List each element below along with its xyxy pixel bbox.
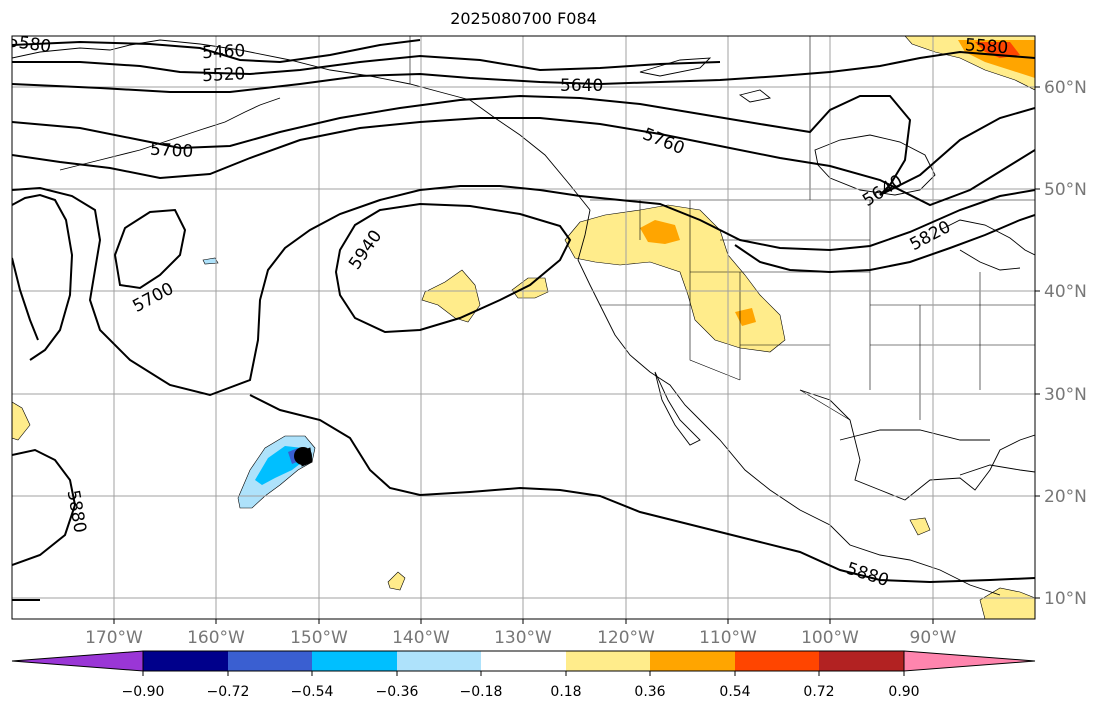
map-title: 2025080700 F084 — [450, 9, 597, 28]
colorbar-segment — [143, 651, 228, 671]
contour-label: 5880 — [844, 559, 891, 591]
colorbar-segment — [312, 651, 397, 671]
warm-anomaly-pacific — [421, 269, 481, 323]
contour-label: 5520 — [202, 64, 246, 86]
colorbar-segment — [819, 651, 904, 671]
longitude-labels: 170°W 160°W 150°W 140°W 130°W 120°W 110°… — [85, 628, 957, 648]
storm-marker — [294, 447, 312, 465]
lon-label: 140°W — [392, 628, 450, 648]
colorbar-under-triangle — [11, 650, 144, 672]
colorbar-tick-label: −0.18 — [460, 684, 503, 700]
contour-label: 5700 — [149, 140, 193, 162]
lon-label: 100°W — [801, 628, 859, 648]
warm-anomaly-western-us — [564, 204, 786, 353]
colorbar-tick-label: −0.54 — [291, 684, 334, 700]
latitude-labels: 60°N 50°N 40°N 30°N 20°N 10°N — [1044, 78, 1087, 609]
contour-label: 5460 — [202, 41, 246, 63]
colorbar-segment — [566, 651, 650, 671]
lat-label: 20°N — [1044, 487, 1087, 507]
colorbar-segment — [397, 651, 481, 671]
colorbar-tick-label: 0.18 — [550, 684, 581, 700]
colorbar: −0.90 −0.72 −0.54 −0.36 −0.18 0.18 0.36 … — [11, 650, 1036, 700]
map-canvas: 5460 5520 5580 5640 5700 5700 5760 5640 … — [7, 31, 1035, 619]
lon-label: 170°W — [85, 628, 143, 648]
colorbar-tick-label: 0.90 — [888, 684, 919, 700]
lat-label: 60°N — [1044, 78, 1087, 98]
colorbar-tick-label: −0.72 — [207, 684, 250, 700]
contour-label: 5580 — [7, 31, 53, 57]
lat-label: 30°N — [1044, 385, 1087, 405]
contour-label: 5760 — [640, 124, 688, 159]
contour-label: 5700 — [130, 279, 178, 317]
lon-label: 90°W — [910, 628, 957, 648]
lon-label: 130°W — [494, 628, 552, 648]
colorbar-tick-label: 0.36 — [634, 684, 665, 700]
lon-label: 150°W — [290, 628, 348, 648]
colorbar-tick-label: 0.54 — [719, 684, 750, 700]
height-contours — [12, 39, 1035, 601]
colorbar-segment — [481, 651, 566, 671]
contour-label: 5940 — [345, 227, 386, 274]
graticule — [12, 36, 1035, 619]
axis-ticks — [113, 86, 1040, 624]
colorbar-segment — [650, 651, 735, 671]
lon-label: 160°W — [187, 628, 245, 648]
lat-label: 50°N — [1044, 180, 1087, 200]
contour-5940 — [334, 202, 572, 334]
coastlines — [12, 39, 1035, 596]
colorbar-segment — [228, 651, 312, 671]
colorbar-tick-label: −0.90 — [122, 684, 165, 700]
lon-label: 110°W — [699, 628, 757, 648]
lon-label: 120°W — [597, 628, 655, 648]
colorbar-over-triangle — [903, 650, 1036, 672]
lat-label: 40°N — [1044, 282, 1087, 302]
colorbar-tick-label: −0.36 — [376, 684, 419, 700]
lat-label: 10°N — [1044, 589, 1087, 609]
colorbar-segment — [735, 651, 819, 671]
anomaly-fills — [12, 36, 1035, 619]
contour-labels: 5460 5520 5580 5640 5700 5700 5760 5640 … — [7, 31, 1009, 591]
colorbar-tick-label: 0.72 — [803, 684, 834, 700]
contour-label: 5580 — [964, 35, 1009, 58]
contour-label: 5640 — [560, 76, 603, 96]
